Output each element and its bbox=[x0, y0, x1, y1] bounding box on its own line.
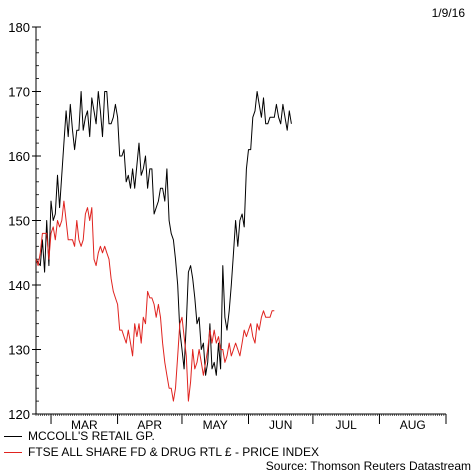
source-note: Source: Thomson Reuters Datastream bbox=[265, 459, 471, 473]
x-tick-label: AUG bbox=[400, 418, 426, 432]
y-tick-label: 130 bbox=[8, 343, 30, 358]
legend-swatch-red-line bbox=[4, 451, 22, 453]
y-tick-label: 140 bbox=[8, 278, 30, 293]
legend-item-series-1: MCCOLL'S RETAIL GP. bbox=[4, 429, 155, 443]
y-tick-label: 120 bbox=[8, 407, 30, 422]
legend-item-series-2: FTSE ALL SHARE FD & DRUG RTL £ - PRICE I… bbox=[4, 445, 319, 459]
x-tick-label: MAR bbox=[71, 418, 98, 432]
legend-label-series-1: MCCOLL'S RETAIL GP. bbox=[28, 429, 155, 443]
x-tick-label: APR bbox=[137, 418, 162, 432]
x-tick-label: JUN bbox=[269, 418, 292, 432]
y-tick-label: 170 bbox=[8, 85, 30, 100]
legend-label-series-2: FTSE ALL SHARE FD & DRUG RTL £ - PRICE I… bbox=[28, 445, 319, 459]
date-label: 1/9/16 bbox=[431, 6, 465, 20]
series-line-2 bbox=[35, 200, 275, 402]
x-tick-label: JUL bbox=[336, 418, 358, 432]
y-tick-label: 150 bbox=[8, 214, 30, 229]
x-tick-label: MAY bbox=[203, 418, 228, 432]
series-line-1 bbox=[35, 91, 292, 376]
y-tick-label: 180 bbox=[8, 20, 30, 35]
legend-swatch-black-line bbox=[4, 435, 22, 437]
y-tick-label: 160 bbox=[8, 149, 30, 164]
